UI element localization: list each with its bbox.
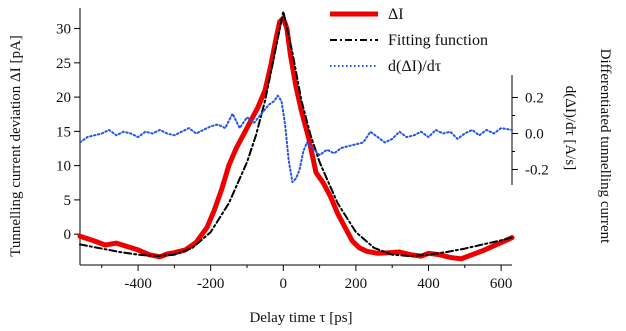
x-tick-label: 600 [490,276,513,292]
series-lines [77,10,515,262]
y-tick-label: 0 [64,227,72,243]
ticks: -400 -200 0 200 400 600 0 5 10 15 20 25 30 -0.2 0.0 0.2 [56,22,549,292]
series-line-derivative [79,94,513,184]
x-tick-label: 0 [280,276,288,292]
legend-label-fitting: Fitting function [388,32,488,49]
legend: ΔI Fitting function d(ΔI)/dτ [330,6,488,75]
series-line-delta-i [77,15,515,262]
y-tick-label: 25 [56,56,71,72]
y2-axis-label-outer: Differentiated tunnelling current [597,49,613,244]
y-tick-label: 10 [56,159,71,175]
y2-tick-label: 0.2 [525,91,544,107]
x-tick-label: -200 [197,276,225,292]
y-tick-label: 20 [56,90,71,106]
x-tick-label: 200 [345,276,368,292]
y-tick-label: 30 [56,22,71,38]
x-tick-label: 400 [417,276,440,292]
y2-tick-label: 0.0 [525,127,544,143]
y-tick-label: 5 [64,193,72,209]
y2-axis-label-inner: d(ΔI)/dτ [A/s] [562,86,578,170]
x-tick-label: -400 [124,276,152,292]
x-axis-label: Delay time τ [ps] [249,310,352,326]
legend-label-delta-i: ΔI [388,6,404,23]
y2-tick-label: -0.2 [525,163,549,179]
legend-label-derivative: d(ΔI)/dτ [388,58,442,75]
y-axis-label: Tunnelling current deviation ΔI [pA] [8,35,24,257]
series-line-fitting-function [79,10,513,258]
y-tick-label: 15 [56,124,71,140]
